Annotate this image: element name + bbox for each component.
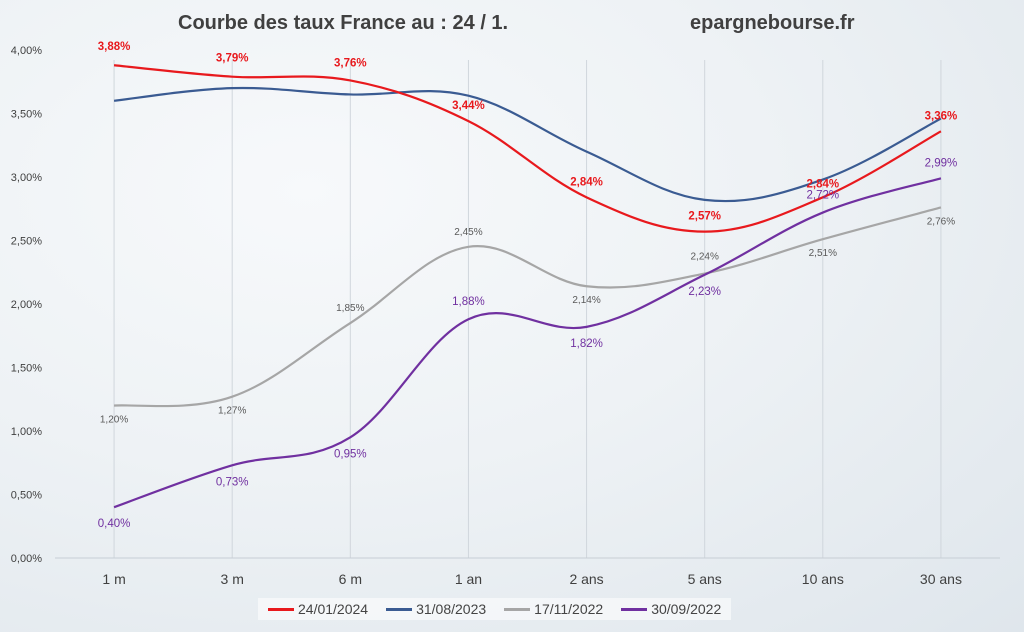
y-tick-label: 0,00% [11,553,42,565]
site-name: epargnebourse.fr [690,12,855,34]
legend-item: 31/08/2023 [386,601,486,617]
data-label: 2,76% [927,216,955,227]
legend-item: 17/11/2022 [504,601,603,617]
data-label: 1,82% [570,338,603,350]
data-label: 2,24% [691,252,719,263]
legend-label: 17/11/2022 [534,601,604,617]
data-label: 3,36% [925,110,958,122]
data-label: 1,27% [218,406,246,417]
chart-title: Courbe des taux France au : 24 / 1. [178,12,509,34]
series-line [113,64,942,233]
data-label: 0,73% [216,476,249,488]
x-tick-label: 2 ans [569,571,603,587]
y-tick-label: 3,00% [11,172,42,184]
legend-swatch [268,607,294,611]
y-tick-label: 1,00% [11,426,42,438]
legend-swatch [621,607,648,611]
y-tick-label: 2,50% [11,236,42,248]
data-label: 3,44% [452,100,485,112]
x-tick-label: 1 m [102,571,125,587]
data-label: 2,23% [688,286,721,298]
y-tick-label: 2,00% [11,299,42,311]
x-tick-label: 30 ans [920,571,962,587]
y-tick-label: 1,50% [11,363,42,375]
data-label: 3,88% [98,41,131,53]
data-label: 2,84% [807,178,840,190]
data-label: 2,72% [807,190,840,202]
legend-item: 24/01/2024 [268,601,368,617]
legend-label: 31/08/2023 [416,601,487,617]
x-tick-label: 6 m [339,571,362,587]
legend-label: 24/01/2024 [298,601,369,617]
y-tick-label: 3,50% [11,109,42,121]
data-label: 2,45% [454,227,482,238]
data-label: 2,84% [570,176,603,188]
x-tick-label: 5 ans [688,571,722,587]
data-label: 2,99% [925,157,958,169]
data-label: 0,40% [98,518,131,530]
data-label: 3,79% [216,53,249,65]
data-label: 3,76% [334,57,367,69]
data-label: 2,57% [688,211,721,223]
x-tick-label: 10 ans [802,571,844,587]
data-label: 1,88% [452,296,485,308]
legend-label: 30/09/2022 [651,601,722,617]
data-label: 1,85% [336,303,364,314]
legend-swatch [386,607,413,611]
data-label: 2,14% [572,295,600,306]
legend-item: 30/09/2022 [621,601,721,617]
data-label: 1,20% [100,415,128,426]
series-line [113,86,942,203]
legend-swatch [504,607,531,611]
data-label: 0,95% [334,448,367,460]
x-tick-label: 1 an [455,571,482,587]
x-tick-label: 3 m [221,571,244,587]
y-tick-label: 4,00% [11,45,42,57]
series-line [113,206,942,408]
chart-legend: 24/01/2024 31/08/2023 17/11/2022 30/09/2… [258,598,732,620]
y-tick-label: 0,50% [11,490,42,502]
data-label: 2,51% [809,248,837,259]
series-line [113,177,942,509]
